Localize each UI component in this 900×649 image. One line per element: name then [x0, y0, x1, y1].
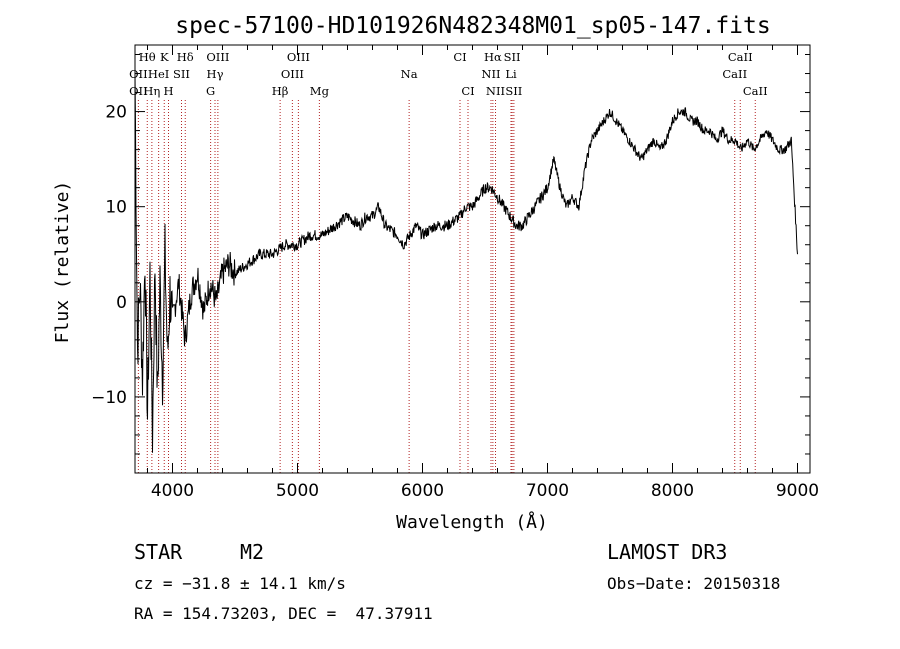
y-tick-label: −10: [91, 388, 127, 408]
coordinates-text: RA = 154.73203, DEC = 47.37911: [134, 604, 433, 623]
chart-title: spec-57100-HD101926N482348M01_sp05-147.f…: [175, 13, 770, 39]
spectral-line-label: K: [160, 50, 169, 64]
spectral-line-label: NII: [481, 67, 500, 81]
survey-name: LAMOST DR3: [607, 540, 728, 564]
spectral-line-label: CaII: [743, 84, 768, 98]
object-type: STAR: [134, 540, 183, 564]
spectral-line-label: Hδ: [177, 50, 194, 64]
spectral-line-label: G: [206, 84, 215, 98]
spectral-line-label: CI: [461, 84, 474, 98]
y-tick-label: 20: [105, 103, 127, 123]
spectral-line-label: H: [163, 84, 173, 98]
spectral-line-label: Hβ: [272, 84, 289, 98]
redshift-text: cz = −31.8 ± 14.1 km/s: [134, 574, 346, 593]
spectral-line-label: Hθ: [139, 50, 156, 64]
spectral-line-label: SII: [173, 67, 190, 81]
observation-date: Obs−Date: 20150318: [607, 574, 781, 593]
spectral-line-label: Hγ: [207, 67, 224, 81]
spectral-line-label: CI: [453, 50, 466, 64]
y-axis: −10 0 10 20: [91, 54, 810, 455]
x-tick-label: 4000: [151, 481, 194, 501]
x-axis-title: Wavelength (Å): [396, 511, 548, 533]
x-tick-label: 9000: [776, 481, 819, 501]
spectral-line-label: OIII: [206, 50, 229, 64]
x-tick-label: 6000: [401, 481, 444, 501]
x-tick-label: 5000: [276, 481, 319, 501]
spectral-line-label: OII: [129, 84, 148, 98]
y-tick-label: 0: [116, 293, 127, 313]
x-tick-label: 8000: [651, 481, 694, 501]
spectral-line-label: Na: [401, 67, 418, 81]
spectral-line-label: Mg: [310, 84, 330, 98]
spectral-line-label: SII: [504, 50, 521, 64]
x-tick-label: 7000: [526, 481, 569, 501]
spectral-line-label: OIII: [281, 67, 304, 81]
spectral-line-label: CaII: [728, 50, 753, 64]
spectral-line-label: HeI: [148, 67, 169, 81]
spectral-line-label: CaII: [722, 67, 747, 81]
spectral-line-label: Hα: [484, 50, 502, 64]
spectral-line-label: Li: [505, 67, 517, 81]
spectral-line-label: SII: [505, 84, 522, 98]
spectral-line-label: NII: [486, 84, 505, 98]
flux-series-line: [134, 74, 798, 453]
spectral-line-label: Hη: [143, 84, 160, 98]
y-tick-label: 10: [105, 198, 127, 218]
spectral-line-label: OIII: [287, 50, 310, 64]
plot-frame: [134, 44, 811, 474]
y-axis-title: Flux (relative): [52, 181, 73, 344]
x-axis: 4000 5000 6000 7000 8000 9000: [147, 45, 819, 501]
object-subclass: M2: [240, 540, 265, 564]
